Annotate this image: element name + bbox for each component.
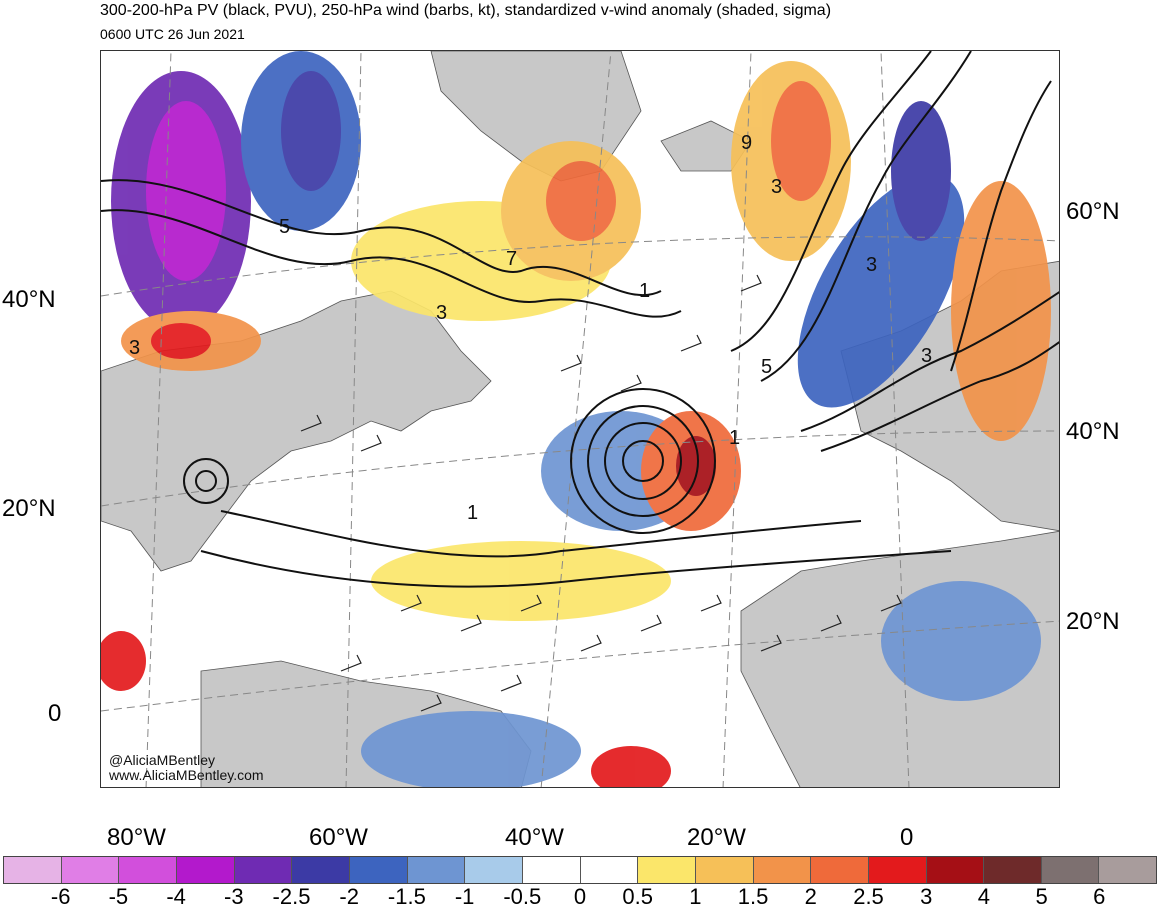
colorbar-swatch <box>61 857 120 883</box>
pv-contours <box>101 51 1059 588</box>
colorbar-tick-label: 5 <box>1035 884 1048 909</box>
colorbar-tick-label: -0.5 <box>503 884 542 909</box>
colorbar-tick-label: -1.5 <box>387 884 426 909</box>
colorbar-swatch <box>868 857 927 883</box>
contour-label: 3 <box>771 176 782 198</box>
colorbar-tick-label: -5 <box>108 884 129 909</box>
weather-map: 5 3 7 9 3 1 5 3 1 1 3 3 <box>100 50 1060 788</box>
colorbar-swatch <box>465 857 523 883</box>
anomaly-shading <box>101 51 1051 787</box>
colorbar-tick-label: 1.5 <box>737 884 769 909</box>
contour-label: 3 <box>129 337 140 359</box>
lon-label: 40°W <box>505 824 564 851</box>
lon-label: 20°W <box>687 824 746 851</box>
lat-label-left: 20°N <box>2 495 56 522</box>
colorbar-tick-label: 4 <box>977 884 991 909</box>
colorbar-swatch <box>984 857 1042 883</box>
lat-label-left: 0 <box>48 700 62 727</box>
colorbar-swatch <box>580 857 639 883</box>
colorbar-tick-label: 0 <box>573 884 587 909</box>
colorbar-tick-label: -6 <box>50 884 71 909</box>
anomaly-blue-south <box>361 711 581 787</box>
colorbar-tick-label: -3 <box>224 884 244 909</box>
colorbar-swatch <box>1099 857 1157 883</box>
anomaly-blue-africa <box>881 581 1041 701</box>
anomaly-orange-scand <box>951 181 1051 441</box>
colorbar-swatch <box>753 857 812 883</box>
lat-label-right: 60°N <box>1066 198 1120 225</box>
colorbar-tick-label: -2.5 <box>272 884 311 909</box>
lon-label: 0 <box>900 824 914 851</box>
graticule <box>101 51 1059 787</box>
contour-label: 1 <box>639 280 650 302</box>
colorbar-swatch <box>234 857 293 883</box>
lon-label: 80°W <box>107 824 166 851</box>
wind-barbs <box>300 274 902 712</box>
colorbar-swatch <box>292 857 350 883</box>
colorbar-tick-label: -4 <box>166 884 186 909</box>
colorbar-tick-label: 2 <box>804 884 817 909</box>
colorbar-swatch <box>407 857 466 883</box>
colorbar-swatch <box>349 857 408 883</box>
contour-label: 7 <box>506 248 517 270</box>
contour-label: 3 <box>921 345 932 367</box>
anomaly-red-south <box>591 746 671 787</box>
colorbar-tick-label: -2 <box>339 884 359 909</box>
colorbar-tick-label: 0.5 <box>622 884 653 909</box>
contour-label: 5 <box>279 216 290 238</box>
lon-label: 60°W <box>309 824 368 851</box>
colorbar <box>3 856 1157 884</box>
colorbar-swatch <box>4 857 62 883</box>
colorbar-swatch <box>1041 857 1100 883</box>
contour-label: 1 <box>467 502 478 524</box>
colorbar-tick-label: 3 <box>920 884 933 909</box>
colorbar-swatch <box>811 857 869 883</box>
contour-label-layer: 5 3 7 9 3 1 5 3 1 1 3 3 <box>129 132 932 524</box>
lat-label-left: 40°N <box>2 286 56 313</box>
valid-time: 0600 UTC 26 Jun 2021 <box>100 26 245 42</box>
credit-website: www.AliciaMBentley.com <box>109 767 264 783</box>
colorbar-tick-label: -1 <box>454 884 475 909</box>
contour-label: 9 <box>741 132 752 154</box>
colorbar-swatch <box>176 857 235 883</box>
contour-label: 3 <box>866 254 877 276</box>
colorbar-swatch <box>119 857 177 883</box>
map-title: 300-200-hPa PV (black, PVU), 250-hPa win… <box>100 2 832 19</box>
anomaly-red-west <box>101 631 146 691</box>
contour-label: 3 <box>436 302 447 324</box>
colorbar-tick-label: 6 <box>1093 884 1106 909</box>
colorbar-tick-label: 1 <box>689 884 702 909</box>
credit-handle: @AliciaMBentley <box>109 752 216 768</box>
colorbar-tick-label: 2.5 <box>853 884 884 909</box>
colorbar-swatch <box>695 857 754 883</box>
contour-label: 1 <box>729 427 740 449</box>
map-canvas: 5 3 7 9 3 1 5 3 1 1 3 3 <box>101 51 1059 787</box>
lat-label-right: 20°N <box>1066 608 1120 635</box>
colorbar-swatch <box>522 857 581 883</box>
contour-label: 5 <box>761 356 772 378</box>
anomaly-yellow-subtrop <box>371 541 671 621</box>
colorbar-swatch <box>638 857 696 883</box>
colorbar-swatch <box>926 857 985 883</box>
lat-label-right: 40°N <box>1066 418 1120 445</box>
